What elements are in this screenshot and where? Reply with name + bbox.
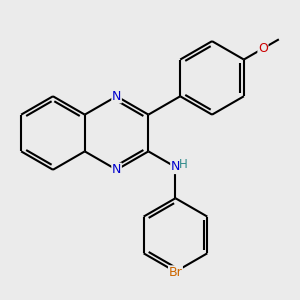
Text: N: N — [112, 163, 121, 176]
Text: H: H — [179, 158, 188, 171]
Text: N: N — [112, 90, 121, 103]
Text: O: O — [258, 42, 268, 55]
Text: N: N — [171, 160, 180, 173]
Text: Br: Br — [169, 266, 182, 279]
